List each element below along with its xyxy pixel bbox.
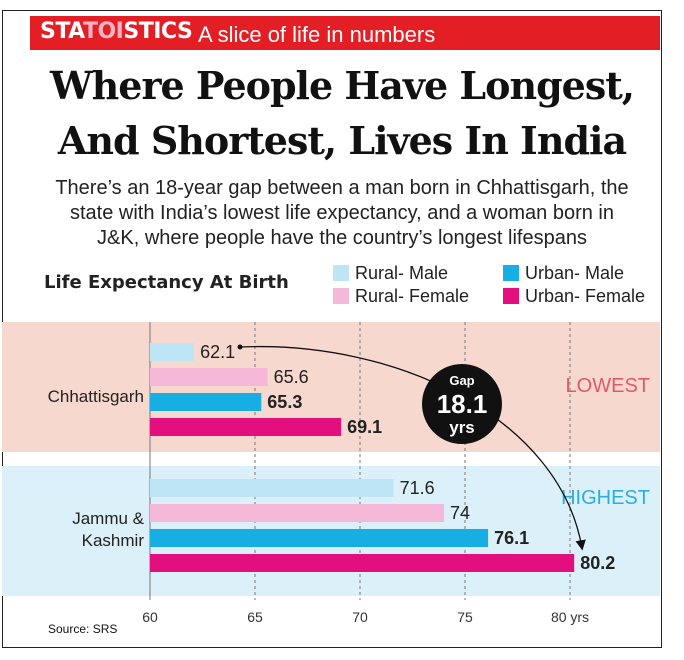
data-label-1-1: 74	[450, 503, 470, 523]
legend-label-urban-female: Urban- Female	[525, 286, 646, 306]
legend-label-urban-male: Urban- Male	[525, 263, 625, 283]
brand-part-2: TOI	[82, 19, 124, 44]
tagline: A slice of life in numbers	[198, 22, 436, 47]
bar-3-1	[150, 554, 575, 572]
chart-title: Life Expectancy At Birth	[44, 272, 289, 293]
x-tick-label-60: 60	[142, 609, 158, 625]
legend-swatch-rural-female	[333, 288, 349, 304]
bar-2-1	[150, 529, 489, 547]
gap-badge-value: 18.1	[437, 389, 488, 419]
data-label-1-0: 65.6	[274, 367, 309, 387]
legend-swatch-rural-male	[333, 265, 349, 281]
x-tick-label-65: 65	[247, 609, 263, 625]
bar-1-1	[150, 504, 444, 522]
brand-part-3: STICS	[123, 19, 193, 44]
subtitle-line-2: state with India’s lowest life expectanc…	[69, 202, 614, 224]
subtitle-line-3: J&K, where people have the country’s lon…	[97, 227, 587, 249]
x-tick-label-70: 70	[352, 609, 368, 625]
data-label-3-0: 69.1	[347, 417, 382, 437]
bar-3-0	[150, 418, 342, 436]
category-label-1-1: Kashmir	[82, 531, 145, 550]
headline-line-2: And Shortest, Lives In India	[57, 118, 627, 163]
legend-swatch-urban-male	[503, 265, 519, 281]
data-label-0-0: 62.1	[200, 342, 235, 362]
band-label-highest: HIGHEST	[561, 487, 650, 509]
bar-2-0	[150, 393, 262, 411]
bar-1-0	[150, 368, 268, 386]
data-label-2-1: 76.1	[494, 528, 529, 548]
category-label-0-0: Chhattisgarh	[48, 387, 144, 406]
gap-badge-unit: yrs	[449, 418, 475, 437]
band-label-lowest: LOWEST	[566, 375, 650, 397]
brand-part-1: STA	[40, 19, 83, 44]
bar-0-1	[150, 479, 394, 497]
data-label-0-1: 71.6	[400, 478, 435, 498]
data-label-3-1: 80.2	[580, 553, 615, 573]
category-label-1-0: Jammu &	[72, 509, 144, 528]
legend-label-rural-male: Rural- Male	[355, 263, 449, 283]
x-tick-label-80: 80 yrs	[551, 609, 589, 625]
x-tick-label-75: 75	[457, 609, 473, 625]
brand-logo: STATOISTICS	[40, 19, 193, 44]
legend-swatch-urban-female	[503, 288, 519, 304]
bar-0-0	[150, 343, 195, 361]
subtitle-line-1: There’s an 18-year gap between a man bor…	[55, 177, 629, 199]
source-note: Source: SRS	[48, 622, 118, 636]
gap-badge-top: Gap	[449, 373, 474, 388]
gap-arrow-start-dot	[237, 344, 243, 350]
data-label-2-0: 65.3	[267, 392, 302, 412]
headline-line-1: Where People Have Longest,	[49, 63, 635, 108]
gap-badge	[422, 364, 502, 444]
legend-label-rural-female: Rural- Female	[355, 286, 470, 306]
header-banner	[30, 16, 660, 50]
